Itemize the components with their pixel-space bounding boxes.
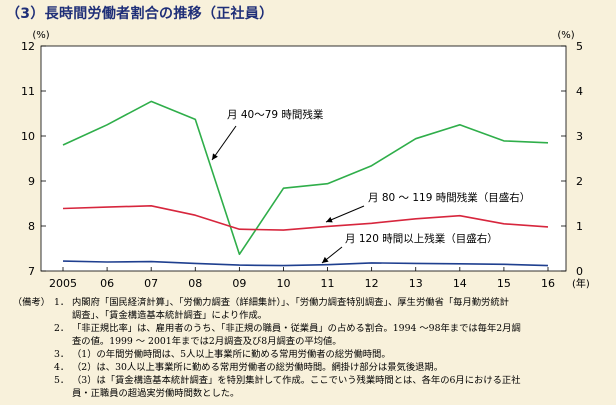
note-number: 4． (54, 362, 70, 373)
notes-section: （備考） 1． 内閣府「国民経済計算」、「労働力調査（詳細集計）」、「労働力調査… (6, 296, 612, 400)
annotation-arrowhead-2 (326, 216, 333, 223)
x-tick-label: 10 (276, 277, 290, 290)
y-left-tick-label: 11 (21, 85, 35, 98)
chart-title: （3）長時間労働者割合の推移（正社員） (6, 6, 274, 22)
y-left-tick-label: 12 (21, 40, 35, 53)
y-right-unit: (%) (557, 30, 574, 41)
note-number: 5． (54, 375, 70, 386)
annotation-arrowhead-1 (212, 153, 218, 160)
y-right-tick-label: 5 (576, 40, 583, 53)
x-tick-label: 15 (497, 277, 511, 290)
x-tick-label: 09 (232, 277, 246, 290)
notes-label: （備考） (12, 297, 50, 308)
annotation-label-1: 月 40～79 時間残業 (227, 108, 324, 121)
y-left-tick-label: 8 (28, 220, 35, 233)
note-row-4: 4． （2）は、30人以上事業所に勤める常用労働者の総労働時間。網掛け部分は景気… (6, 361, 612, 374)
series-line-2 (62, 205, 549, 231)
notes-label-spacer (6, 322, 54, 348)
note-text: （2）は、30人以上事業所に勤める常用労働者の総労働時間。網掛け部分は景気後退期… (72, 362, 444, 373)
note-text: （1）の年間労働時間は、5人以上事業所に勤める常用労働者の総労働時間。 (72, 349, 391, 360)
notes-label-spacer (6, 348, 54, 361)
x-tick-label: 2005 (49, 277, 77, 290)
notes-label-spacer (6, 374, 54, 400)
y-left-tick-label: 10 (21, 130, 35, 143)
notes-label-spacer (6, 361, 54, 374)
y-right-tick-label: 3 (576, 130, 583, 143)
y-left-tick-label: 7 (28, 265, 35, 278)
x-tick-label: 16 (541, 277, 555, 290)
x-tick-label: 14 (453, 277, 467, 290)
x-tick-label: 12 (365, 277, 379, 290)
y-right-tick-label: 0 (576, 265, 583, 278)
note-text: 「非正規比率」は、雇用者のうち、「非正規の職員・従業員」の占める割合。1994 … (72, 323, 521, 347)
x-tick-label: 11 (321, 277, 335, 290)
x-tick-label: 13 (409, 277, 423, 290)
note-row-3: 3． （1）の年間労働時間は、5人以上事業所に勤める常用労働者の総労働時間。 (6, 348, 612, 361)
y-left-unit: (%) (32, 30, 49, 41)
x-unit: (年) (572, 277, 590, 290)
series-line-3 (62, 260, 549, 267)
note-number: 1． (54, 297, 70, 308)
annotation-label-3: 月 120 時間以上残業（目盛右） (345, 232, 498, 245)
y-left-tick-label: 9 (28, 175, 35, 188)
x-tick-label: 07 (144, 277, 158, 290)
y-right-tick-label: 2 (576, 175, 583, 188)
x-tick-label: 06 (100, 277, 114, 290)
annotation-arrow-1 (211, 125, 237, 161)
annotation-arrowhead-3 (322, 256, 329, 263)
note-text: 内閣府「国民経済計算」、「労働力調査（詳細集計）」、「労働力調査特別調査」、厚生… (72, 297, 509, 321)
series-line-1 (62, 100, 549, 256)
y-right-tick-label: 4 (576, 85, 583, 98)
note-row-5: 5． （3）は「賃金構造基本統計調査」を特別集計して作成。ここでいう残業時間とは… (6, 374, 612, 400)
y-right-tick-label: 1 (576, 220, 583, 233)
note-text: （3）は「賃金構造基本統計調査」を特別集計して作成。ここでいう残業時間とは、各年… (72, 375, 521, 399)
note-number: 3． (54, 349, 70, 360)
note-row-2: 2． 「非正規比率」は、雇用者のうち、「非正規の職員・従業員」の占める割合。19… (6, 322, 612, 348)
plot-area (40, 45, 567, 272)
annotation-arrow-2 (325, 205, 365, 223)
annotation-label-2: 月 80 ～ 119 時間残業（目盛右） (368, 191, 530, 204)
note-row-1: （備考） 1． 内閣府「国民経済計算」、「労働力調査（詳細集計）」、「労働力調査… (6, 296, 612, 322)
x-tick-label: 08 (188, 277, 202, 290)
note-number: 2． (54, 323, 70, 334)
